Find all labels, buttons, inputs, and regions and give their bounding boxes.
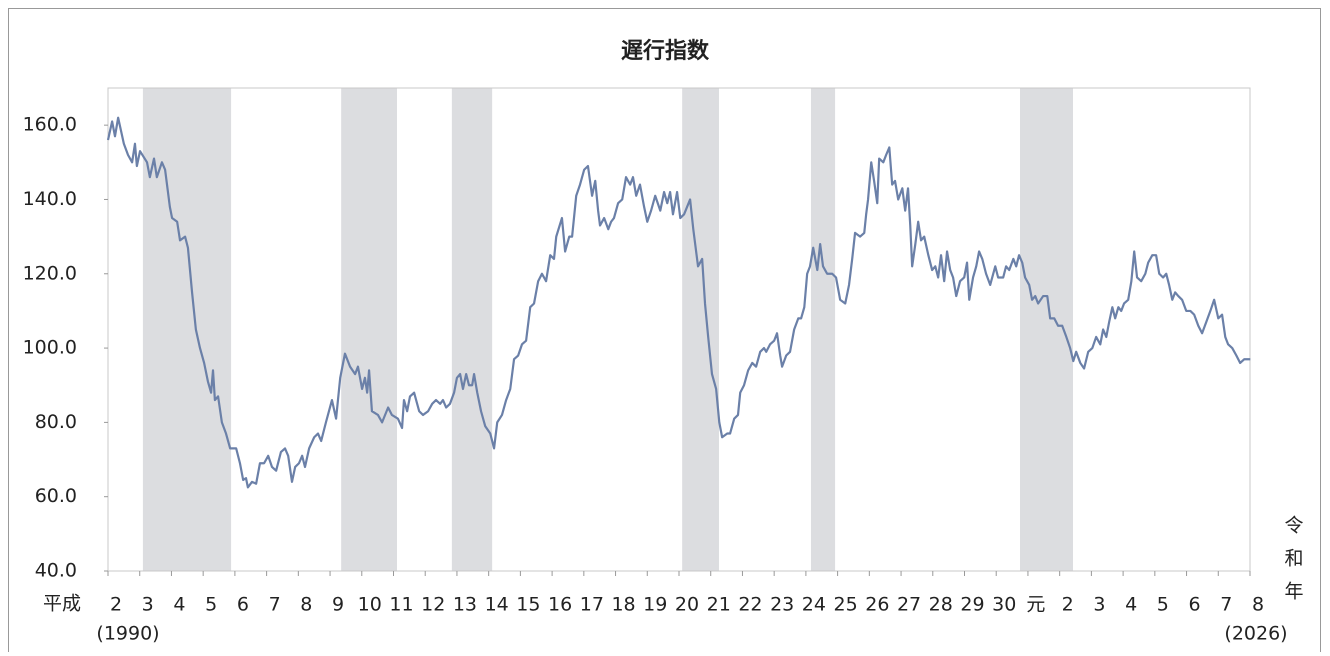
x-tick-label: 11 (389, 594, 413, 616)
x-tick-label: 7 (269, 594, 281, 616)
x-tick-label: 15 (516, 594, 540, 616)
y-tick-label: 80.0 (35, 411, 77, 433)
x-tick-label: 26 (865, 594, 889, 616)
x-tick-label: 25 (834, 594, 858, 616)
shaded-period (451, 88, 493, 571)
chart-title: 遅行指数 (621, 38, 710, 64)
x-tick-label: 10 (358, 594, 382, 616)
x-tick-label: 14 (485, 594, 509, 616)
shaded-periods (142, 88, 1073, 571)
x-tick-label: 22 (738, 594, 762, 616)
x-tick-label: 5 (205, 594, 217, 616)
shaded-period (810, 88, 836, 571)
x-tick-label: 6 (1189, 594, 1201, 616)
x-tick-label: 3 (1093, 594, 1105, 616)
data-line (106, 116, 1251, 489)
x-tick-label: 4 (1125, 594, 1137, 616)
x-tick-label: 30 (992, 594, 1016, 616)
x-tick-label: 28 (929, 594, 953, 616)
x-tick-label: 8 (1252, 594, 1264, 616)
era-label: 令和年 (1282, 515, 1304, 614)
x-tick-label: 24 (802, 594, 826, 616)
y-tick-label: 60.0 (35, 485, 77, 507)
x-tick-label: 19 (643, 594, 667, 616)
y-tick-label: 100.0 (23, 337, 77, 359)
shaded-period (341, 88, 397, 571)
x-tick-label: 6 (237, 594, 249, 616)
shaded-period (1020, 88, 1073, 571)
x-tick-label: 8 (300, 594, 312, 616)
era-label: 平成 (43, 593, 81, 615)
x-tick-label: 21 (707, 594, 731, 616)
x-tick-label: 20 (675, 594, 699, 616)
x-tick-label: 17 (580, 594, 604, 616)
shaded-period (142, 88, 232, 571)
y-tick-label: 120.0 (23, 262, 77, 284)
x-tick-label: 29 (960, 594, 984, 616)
x-tick-label: 13 (453, 594, 477, 616)
x-tick-label: 5 (1157, 594, 1169, 616)
start-year-note: (1990) (96, 623, 159, 645)
y-tick-label: 40.0 (35, 560, 77, 582)
x-tick-label: 27 (897, 594, 921, 616)
x-tick-label: 12 (421, 594, 445, 616)
x-tick-label: 2 (1062, 594, 1074, 616)
x-tick-label: 18 (611, 594, 635, 616)
x-tick-label: 4 (173, 594, 185, 616)
y-tick-label: 160.0 (23, 114, 77, 136)
x-tick-label: 3 (142, 594, 154, 616)
x-tick-label: 9 (332, 594, 344, 616)
y-tick-label: 140.0 (23, 188, 77, 210)
x-tick-label: 2 (110, 594, 122, 616)
end-year-note: (2026) (1224, 623, 1287, 645)
x-tick-label: 7 (1220, 594, 1232, 616)
x-tick-label: 23 (770, 594, 794, 616)
x-tick-label: 16 (548, 594, 572, 616)
shaded-period (682, 88, 719, 571)
x-tick-label: 元 (1026, 594, 1045, 616)
